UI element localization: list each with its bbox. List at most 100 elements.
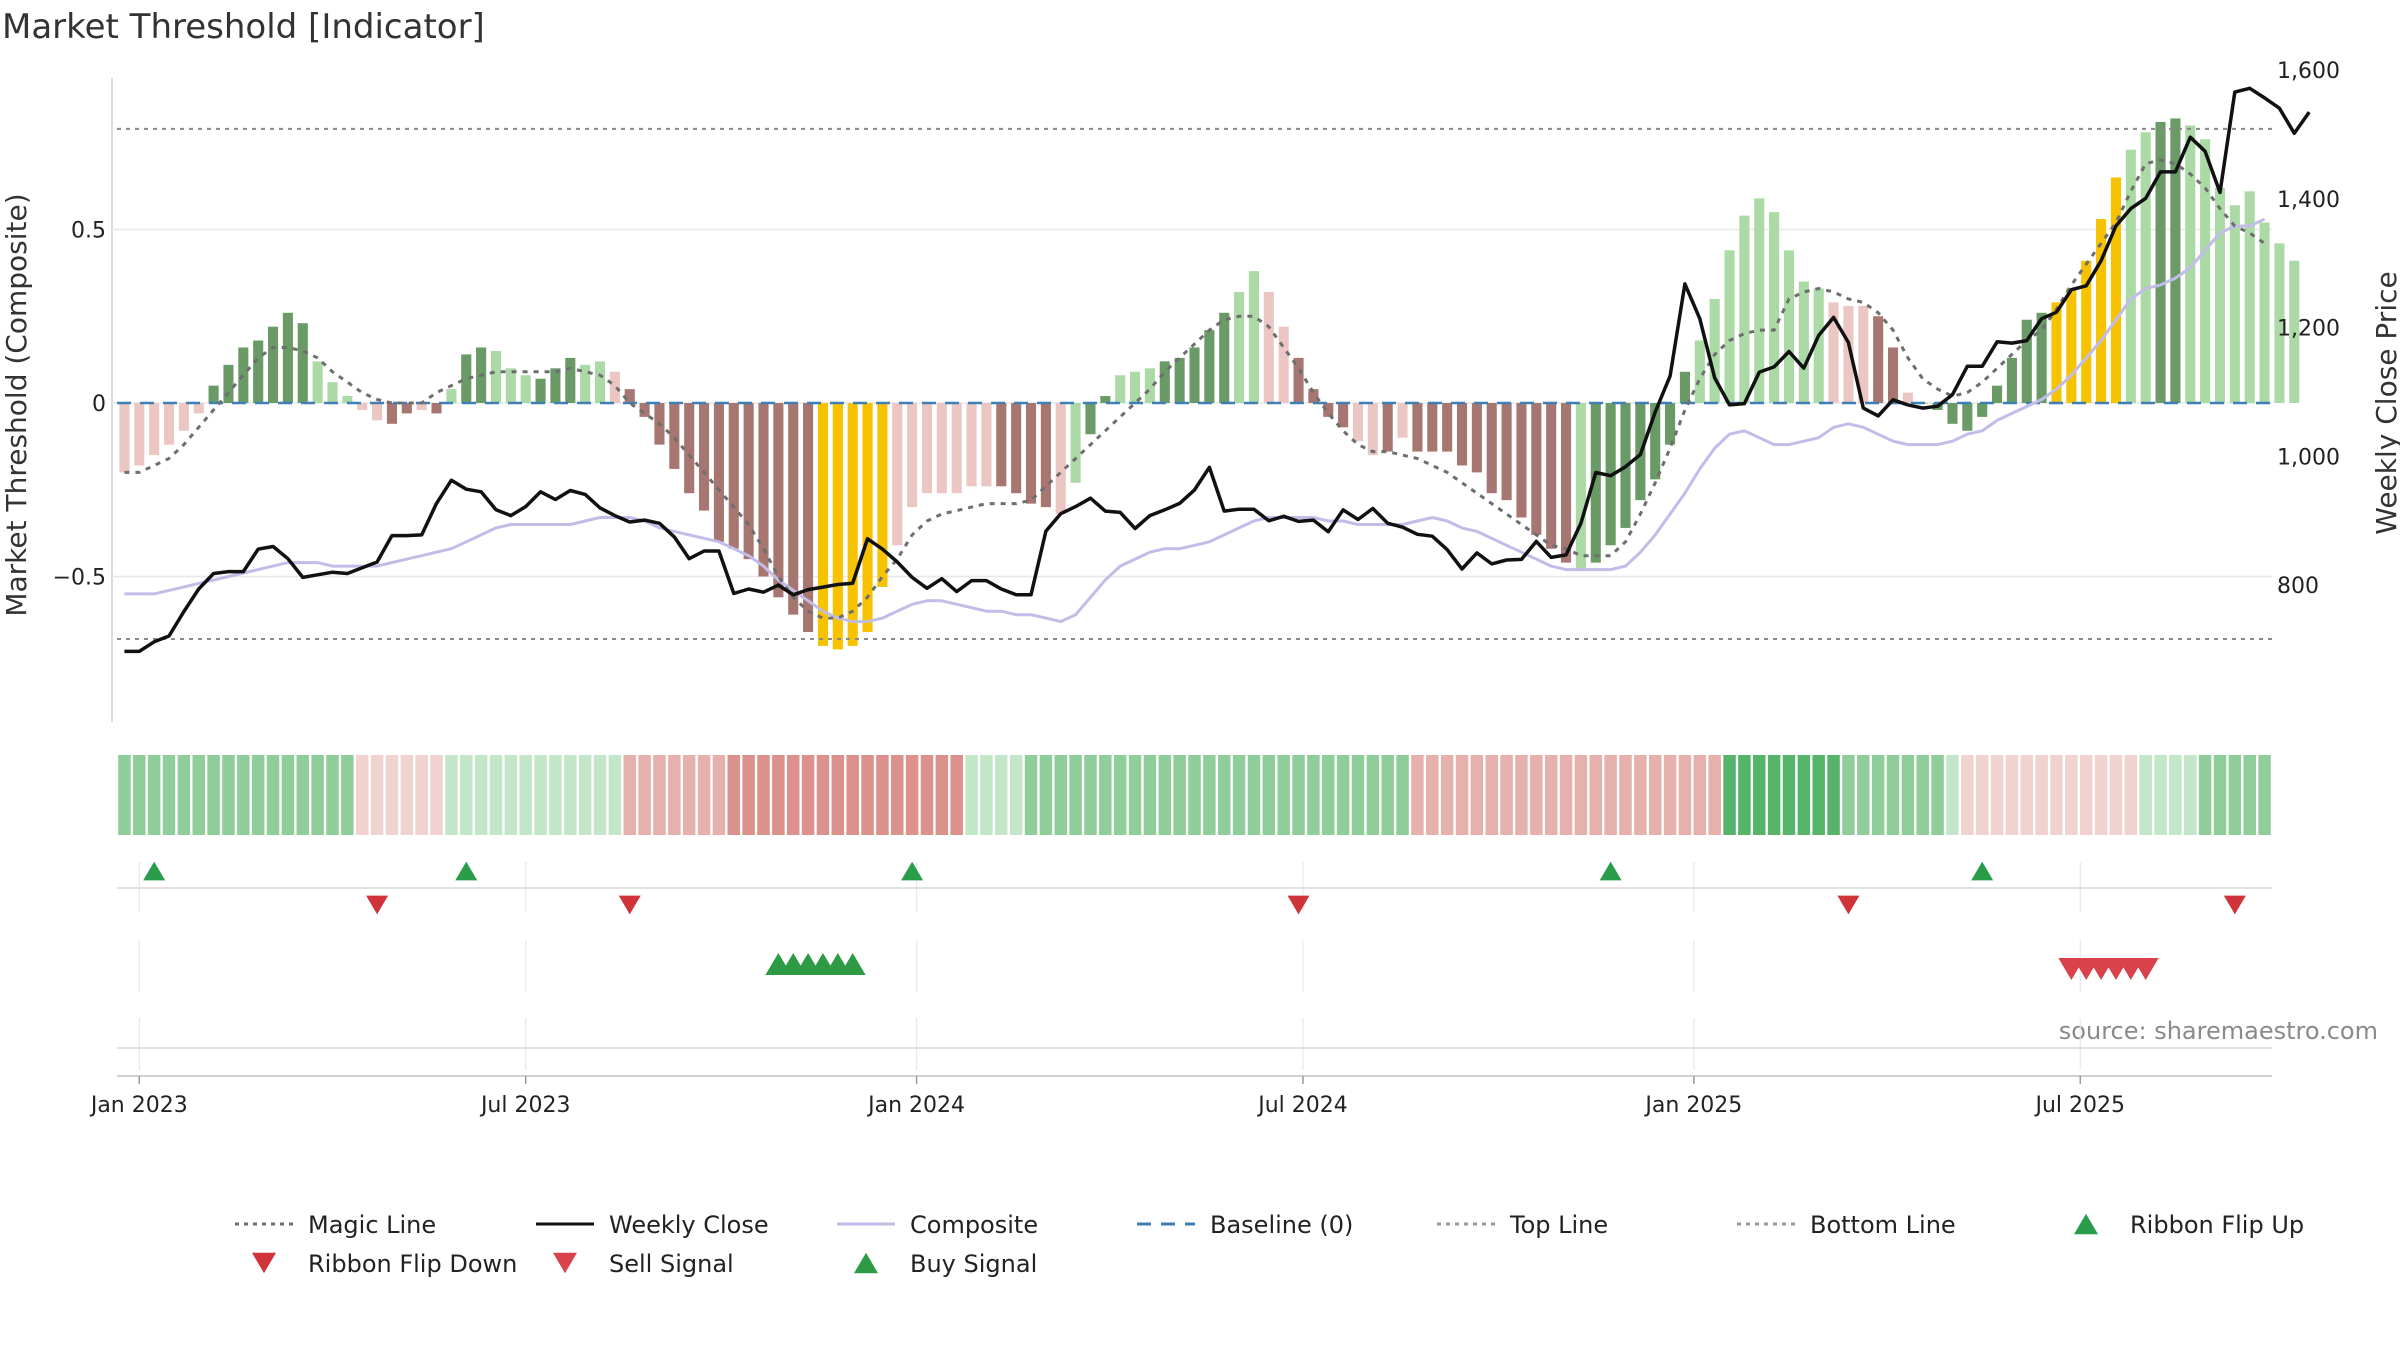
ribbon-cell (1084, 755, 1097, 835)
ribbon-cell (1128, 755, 1142, 835)
y-right-tick-label: 800 (2277, 574, 2319, 599)
ribbon-cell (1039, 755, 1053, 835)
ribbon-cell (1455, 755, 1469, 835)
ribbon-cell (1440, 755, 1454, 835)
composite-bar (1694, 340, 1705, 403)
composite-bar (1798, 281, 1809, 403)
composite-bar (178, 403, 189, 431)
composite-bar (2170, 118, 2181, 404)
composite-bar (535, 378, 546, 403)
ribbon-cell (1500, 755, 1513, 835)
ribbon-cell (1485, 755, 1498, 835)
ribbon-cell (861, 755, 874, 835)
composite-bar (713, 403, 724, 542)
composite-bar (669, 403, 680, 469)
ribbon-cell (1648, 755, 1662, 835)
ribbon-cell (1024, 755, 1038, 835)
ribbon-cell (222, 755, 235, 835)
composite-bar (1828, 302, 1839, 403)
composite-bar (1129, 371, 1141, 403)
composite-bar (1724, 250, 1735, 403)
composite-bar (996, 403, 1007, 487)
composite-bar (1516, 403, 1527, 518)
ribbon-cell (831, 755, 845, 835)
composite-bar (1234, 291, 1245, 403)
composite-bar (1471, 403, 1482, 473)
ribbon-cell (1069, 755, 1082, 835)
ribbon-cell (2005, 755, 2019, 835)
composite-bar (193, 403, 204, 414)
composite-bar (803, 403, 814, 633)
ribbon-cell (1515, 755, 1528, 835)
ribbon-cell (549, 755, 562, 835)
legend-item: Composite (837, 1211, 1038, 1239)
composite-bar (1962, 403, 1973, 431)
composite-bar (2289, 260, 2300, 403)
composite-bar (2274, 243, 2285, 403)
ribbon-cell (1307, 755, 1320, 835)
composite-bar (877, 403, 888, 587)
composite-bar (594, 361, 606, 403)
ribbon-cell (1753, 755, 1766, 835)
composite-bar (1679, 371, 1691, 403)
composite-bar (119, 403, 130, 473)
composite-bar (1204, 330, 1215, 403)
composite-bar (2155, 121, 2166, 404)
ribbon-cell (876, 755, 889, 835)
ribbon-cell (757, 755, 770, 835)
ribbon-cell (118, 755, 131, 835)
composite-bar (698, 403, 710, 511)
composite-bar (1085, 403, 1096, 435)
ribbon-cell (1530, 755, 1543, 835)
ribbon-cell (1559, 755, 1573, 835)
legend-label: Ribbon Flip Down (308, 1250, 517, 1278)
ribbon-cell (1381, 755, 1394, 835)
x-tick-label: Jul 2023 (479, 1093, 571, 1118)
ribbon-cell (1678, 755, 1692, 835)
ribbon-cell (1188, 755, 1201, 835)
ribbon-cell (1767, 755, 1781, 835)
ribbon-cell (2228, 755, 2242, 835)
composite-bar (981, 403, 992, 487)
composite-bar (2140, 132, 2151, 403)
ribbon-cell (1857, 755, 1870, 835)
composite-bar (1100, 396, 1111, 403)
composite-bar (2244, 191, 2255, 403)
legend-label: Magic Line (308, 1211, 436, 1239)
composite-bar (788, 403, 799, 615)
composite-bar (684, 403, 695, 494)
composite-bar (2021, 319, 2032, 403)
ribbon-cell (1158, 755, 1172, 835)
composite-bar (1352, 403, 1364, 442)
ribbon-cell (816, 755, 830, 835)
ribbon-cell (296, 755, 310, 835)
buy-signal-marker (839, 952, 866, 976)
ribbon-cell (1931, 755, 1944, 835)
composite-bar (743, 403, 754, 560)
composite-bar (609, 371, 620, 403)
y-axis-left-label: Market Threshold (Composite) (0, 193, 33, 616)
composite-bar (2214, 187, 2226, 403)
composite-bar (758, 403, 769, 577)
source-note: source: sharemaestro.com (2059, 1017, 2378, 1045)
composite-bar (267, 326, 279, 403)
ribbon-cell (207, 755, 220, 835)
ribbon-cell (1470, 755, 1484, 835)
ribbon-cell (281, 755, 295, 835)
ribbon-cell (980, 755, 993, 835)
ribbon-cell (623, 755, 636, 835)
ribbon-cell (534, 755, 547, 835)
legend-label: Baseline (0) (1210, 1211, 1353, 1239)
ribbon-flip-down-marker (2223, 895, 2246, 915)
legend-swatch (2074, 1213, 2098, 1235)
ribbon-flip-up-marker (1599, 861, 1622, 881)
ribbon-cell (742, 755, 755, 835)
signal-markers (117, 861, 2272, 1049)
ribbon-cell (1604, 755, 1617, 835)
ribbon-cell (1322, 755, 1335, 835)
composite-bar (1323, 403, 1334, 417)
ribbon-flip-down-marker (366, 895, 389, 915)
ribbon-cell (341, 755, 354, 835)
ribbon-cell (177, 755, 191, 835)
composite-bar (1665, 403, 1676, 445)
